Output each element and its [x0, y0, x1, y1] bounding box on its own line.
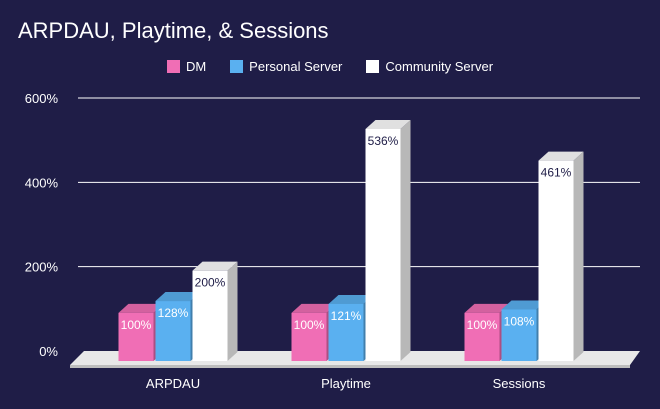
bar-top-0-1: [155, 292, 201, 302]
legend-label-dm: DM: [185, 59, 207, 74]
bar-top-1-1: [328, 294, 374, 304]
bar-top-2-0: [464, 303, 510, 313]
data-label: 121%: [331, 309, 362, 323]
bar-arpdau-dm: [118, 312, 154, 361]
y-tick-label: 0%: [39, 344, 58, 359]
bar-side-1-2: [400, 119, 411, 361]
legend-label-community-server: Community Server: [385, 59, 494, 74]
bar-playtime-personal-server: [328, 303, 364, 361]
bar-top-1-2: [365, 119, 411, 129]
bar-top-1-0: [291, 303, 337, 313]
data-label: 100%: [294, 318, 325, 332]
data-label: 128%: [158, 306, 189, 320]
bar-top-0-0: [118, 303, 164, 313]
x-tick-label: Sessions: [493, 376, 546, 391]
bar-sessions-dm: [464, 312, 500, 361]
data-label: 100%: [121, 318, 152, 332]
bar-playtime-community-server: [365, 128, 401, 361]
chart-title: ARPDAU, Playtime, & Sessions: [18, 18, 329, 43]
bar-side-0-2: [227, 261, 238, 361]
legend-swatch-dm: [166, 60, 180, 73]
data-label: 461%: [541, 166, 572, 180]
legend-swatch-personal-server: [230, 60, 244, 73]
bar-sessions-community-server: [538, 160, 574, 361]
data-label: 100%: [467, 318, 498, 332]
x-tick-label: ARPDAU: [146, 376, 200, 391]
data-label: 536%: [368, 134, 399, 148]
bar-top-2-2: [538, 151, 584, 161]
y-tick-label: 400%: [25, 175, 59, 190]
data-label: 200%: [195, 276, 226, 290]
legend: DM Personal Server Community Server: [0, 59, 660, 74]
bar-playtime-dm: [291, 312, 327, 361]
data-label: 108%: [504, 314, 535, 328]
bar-side-2-2: [573, 151, 584, 361]
x-tick-label: Playtime: [321, 376, 371, 391]
bar-arpdau-community-server: [192, 270, 228, 361]
legend-label-personal-server: Personal Server: [249, 59, 343, 74]
y-tick-label: 200%: [25, 260, 59, 275]
bar-top-2-1: [501, 300, 547, 310]
bar-top-0-2: [192, 261, 238, 271]
legend-item-community-server: Community Server: [366, 59, 493, 74]
bar-arpdau-personal-server: [155, 301, 191, 361]
legend-item-personal-server: Personal Server: [230, 59, 342, 74]
bar-sessions-personal-server: [501, 309, 537, 361]
y-tick-label: 600%: [25, 91, 59, 106]
legend-item-dm: DM: [166, 59, 207, 74]
chart-floor-edge: [70, 365, 630, 368]
legend-swatch-community-server: [366, 60, 380, 73]
